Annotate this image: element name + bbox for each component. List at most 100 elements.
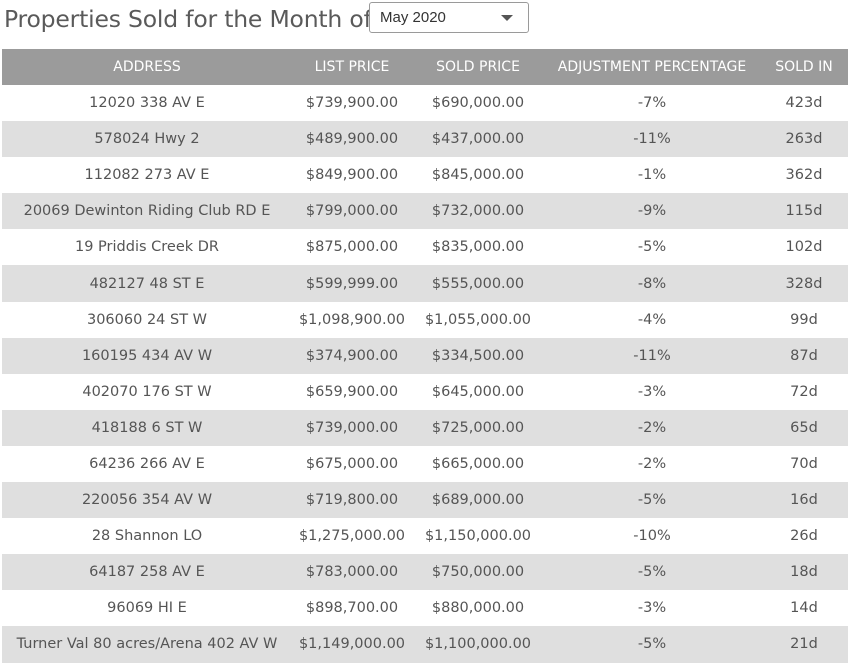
list-price-cell: $1,098,900.00 <box>298 311 406 328</box>
sold-price-cell: $725,000.00 <box>412 409 544 446</box>
sold-price-cell: $1,100,000.00 <box>412 626 544 663</box>
list-price-cell: $675,000.00 <box>305 455 399 472</box>
table-row: 402070 176 ST W $659,900.00 $645,000.00 -3%… <box>2 374 848 410</box>
list-price-cell: $783,000.00 <box>292 554 412 591</box>
list-price-cell: $1,275,000.00 <box>298 528 406 545</box>
chevron-down-icon <box>501 15 513 21</box>
sold-in-cell: 70d <box>790 455 818 472</box>
table-row: 482127 48 ST E $599,999.00 $555,000.00 -8% 3… <box>2 265 848 302</box>
address-cell: 64187 258 AV E <box>2 554 292 591</box>
sold-price-cell: $880,000.00 <box>431 600 525 617</box>
list-price-cell: $875,000.00 <box>305 239 399 256</box>
sold-price-cell: $555,000.00 <box>412 265 544 302</box>
address-cell: 306060 24 ST W <box>86 311 208 328</box>
column-header-sold-in: SOLD IN <box>760 49 848 85</box>
list-price-cell: $489,900.00 <box>292 121 412 158</box>
sold-properties-table: ADDRESS LIST PRICE SOLD PRICE ADJUSTMENT… <box>2 49 848 663</box>
address-cell: 64236 266 AV E <box>89 455 205 472</box>
address-cell: 20069 Dewinton Riding Club RD E <box>2 193 292 230</box>
adjustment-cell: -11% <box>544 337 760 374</box>
table-row: 160195 434 AV W $374,900.00 $334,500.00 -11… <box>2 337 848 374</box>
table-row: 220056 354 AV W $719,800.00 $689,000.00 -5%… <box>2 482 848 519</box>
sold-price-cell: $690,000.00 <box>431 95 525 112</box>
adjustment-cell: -8% <box>544 265 760 302</box>
list-price-cell: $1,149,000.00 <box>292 626 412 663</box>
list-price-cell: $898,700.00 <box>305 600 399 617</box>
adjustment-cell: -5% <box>544 626 760 663</box>
adjustment-cell: -2% <box>544 409 760 446</box>
sold-price-cell: $665,000.00 <box>431 455 525 472</box>
address-cell: 578024 Hwy 2 <box>2 121 292 158</box>
sold-price-cell: $845,000.00 <box>431 167 525 184</box>
sold-in-cell: 263d <box>760 121 848 158</box>
table-row: 64187 258 AV E $783,000.00 $750,000.00 -5% 1… <box>2 554 848 591</box>
sold-in-cell: 115d <box>760 193 848 230</box>
sold-in-cell: 423d <box>785 95 823 112</box>
adjustment-cell: -3% <box>637 383 667 400</box>
sold-in-cell: 21d <box>760 626 848 663</box>
sold-price-cell: $689,000.00 <box>412 482 544 519</box>
table-row: 418188 6 ST W $739,000.00 $725,000.00 -2% 65… <box>2 409 848 446</box>
table-row: 112082 273 AV E $849,900.00 $845,000.00 -1%… <box>2 157 848 193</box>
address-cell: Turner Val 80 acres/Arena 402 AV W <box>2 626 292 663</box>
month-select[interactable]: May 2020 <box>369 2 529 33</box>
sold-price-cell: $437,000.00 <box>412 121 544 158</box>
table-row: 19 Priddis Creek DR $875,000.00 $835,000.0… <box>2 229 848 265</box>
table-row: 578024 Hwy 2 $489,900.00 $437,000.00 -11% 26… <box>2 121 848 158</box>
table-row: 64236 266 AV E $675,000.00 $665,000.00 -2% 7… <box>2 446 848 482</box>
sold-in-cell: 102d <box>785 239 823 256</box>
sold-price-cell: $732,000.00 <box>412 193 544 230</box>
sold-in-cell: 72d <box>790 383 818 400</box>
column-header-adjustment-percentage: ADJUSTMENT PERCENTAGE <box>544 49 760 85</box>
column-header-sold-price: SOLD PRICE <box>412 49 544 85</box>
sold-price-cell: $645,000.00 <box>431 383 525 400</box>
list-price-cell: $739,900.00 <box>305 95 399 112</box>
adjustment-cell: -2% <box>637 455 667 472</box>
column-header-list-price: LIST PRICE <box>292 49 412 85</box>
list-price-cell: $659,900.00 <box>305 383 399 400</box>
address-cell: 220056 354 AV W <box>2 482 292 519</box>
adjustment-cell: -7% <box>637 95 667 112</box>
list-price-cell: $719,800.00 <box>292 482 412 519</box>
table-header-row: ADDRESS LIST PRICE SOLD PRICE ADJUSTMENT… <box>2 49 848 85</box>
sold-in-cell: 14d <box>790 600 818 617</box>
sold-in-cell: 65d <box>760 409 848 446</box>
list-price-cell: $739,000.00 <box>292 409 412 446</box>
address-cell: 12020 338 AV E <box>89 95 205 112</box>
address-cell: 160195 434 AV W <box>2 337 292 374</box>
address-cell: 112082 273 AV E <box>84 167 210 184</box>
adjustment-cell: -11% <box>544 121 760 158</box>
table-row: Turner Val 80 acres/Arena 402 AV W $1,149… <box>2 626 848 663</box>
sold-price-cell: $1,150,000.00 <box>424 528 532 545</box>
list-price-cell: $849,900.00 <box>305 167 399 184</box>
sold-in-cell: 328d <box>760 265 848 302</box>
adjustment-cell: -10% <box>633 528 671 545</box>
adjustment-cell: -4% <box>637 311 667 328</box>
list-price-cell: $799,000.00 <box>292 193 412 230</box>
address-cell: 96069 HI E <box>107 600 187 617</box>
sold-in-cell: 18d <box>760 554 848 591</box>
table-row: 20069 Dewinton Riding Club RD E $799,000.… <box>2 193 848 230</box>
title-row: Properties Sold for the Month of May 202… <box>0 0 850 40</box>
table-row: 28 Shannon LO $1,275,000.00 $1,150,000.00 -… <box>2 518 848 554</box>
adjustment-cell: -5% <box>637 239 667 256</box>
table-row: 96069 HI E $898,700.00 $880,000.00 -3% 14d <box>2 590 848 626</box>
sold-in-cell: 362d <box>785 167 823 184</box>
adjustment-cell: -5% <box>544 482 760 519</box>
month-select-value: May 2020 <box>380 9 446 26</box>
adjustment-cell: -1% <box>637 167 667 184</box>
sold-price-cell: $835,000.00 <box>431 239 525 256</box>
sold-in-cell: 16d <box>760 482 848 519</box>
address-cell: 402070 176 ST W <box>82 383 212 400</box>
address-cell: 482127 48 ST E <box>2 265 292 302</box>
page-title: Properties Sold for the Month of <box>4 5 372 33</box>
sold-price-cell: $750,000.00 <box>412 554 544 591</box>
list-price-cell: $374,900.00 <box>292 337 412 374</box>
address-cell: 418188 6 ST W <box>2 409 292 446</box>
column-header-address: ADDRESS <box>2 49 292 85</box>
address-cell: 28 Shannon LO <box>91 528 203 545</box>
list-price-cell: $599,999.00 <box>292 265 412 302</box>
table-row: 12020 338 AV E $739,900.00 $690,000.00 -7% 4… <box>2 85 848 121</box>
table-row: 306060 24 ST W $1,098,900.00 $1,055,000.00… <box>2 302 848 338</box>
sold-in-cell: 26d <box>790 528 818 545</box>
